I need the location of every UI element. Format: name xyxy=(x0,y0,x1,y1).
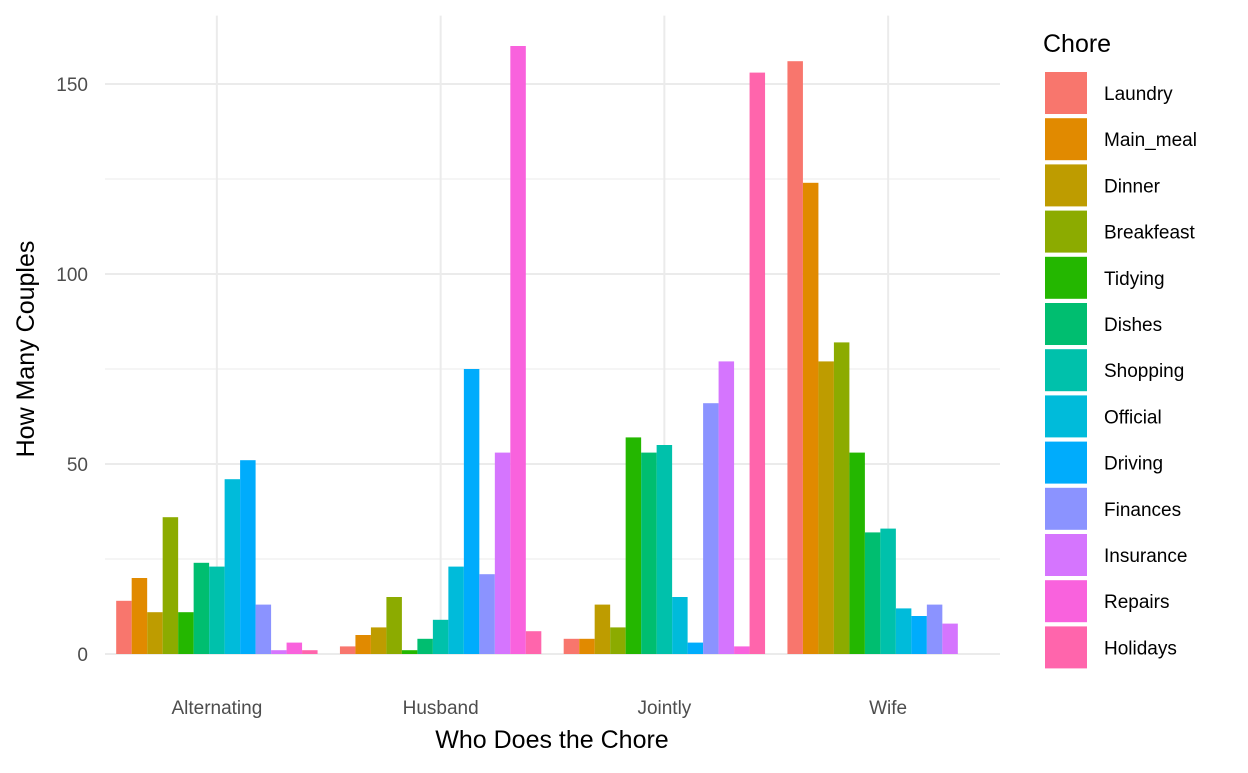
bar-official-jointly xyxy=(672,597,688,654)
legend: Chore Laundry Main_meal Dinner Breakfeast Ti… xyxy=(1043,30,1197,669)
bar-breakfeast-wife xyxy=(833,342,850,654)
legend-key-finances xyxy=(1045,487,1087,530)
legend-key-tidying xyxy=(1045,256,1087,299)
y-axis-label: How Many Couples xyxy=(12,241,40,458)
legend-label: Main_meal xyxy=(1104,130,1197,151)
legend-key-shopping xyxy=(1045,349,1087,392)
bar-main_meal-wife xyxy=(802,182,819,655)
legend-label: Insurance xyxy=(1104,546,1187,567)
bar-dishes-wife xyxy=(864,532,881,654)
bar-dinner-alternating xyxy=(147,612,163,654)
bar-repairs-alternating xyxy=(286,642,303,654)
bar-holidays-alternating xyxy=(302,650,318,654)
bar-shopping-alternating xyxy=(209,566,225,654)
legend-key-insurance xyxy=(1045,534,1087,576)
legend-key-repairs xyxy=(1045,580,1087,623)
x-tick-label: Wife xyxy=(869,698,907,719)
bar-tidying-husband xyxy=(401,650,418,654)
bar-tidying-alternating xyxy=(178,612,194,654)
legend-label: Dinner xyxy=(1104,176,1161,197)
bar-finances-jointly xyxy=(703,403,719,654)
bar-finances-husband xyxy=(479,574,495,654)
bar-tidying-wife xyxy=(849,452,865,654)
bar-holidays-husband xyxy=(525,631,542,654)
y-tick-label: 150 xyxy=(56,75,88,96)
y-tick-label: 50 xyxy=(67,455,88,476)
legend-label: Official xyxy=(1104,407,1162,428)
bar-insurance-husband xyxy=(494,452,511,654)
bar-official-wife xyxy=(895,608,912,654)
legend-label: Holidays xyxy=(1104,638,1177,659)
x-axis-ticks: Alternating Husband Jointly Wife xyxy=(171,698,907,719)
legend-label: Laundry xyxy=(1104,84,1173,105)
bar-finances-wife xyxy=(926,604,943,654)
bar-shopping-husband xyxy=(432,619,449,654)
legend-key-breakfeast xyxy=(1045,210,1087,253)
x-tick-label: Alternating xyxy=(171,698,262,719)
y-tick-label: 100 xyxy=(56,265,88,286)
x-tick-label: Husband xyxy=(403,698,479,719)
bar-holidays-jointly xyxy=(749,72,766,655)
bar-dishes-jointly xyxy=(641,452,657,654)
legend-key-driving xyxy=(1045,441,1087,484)
bar-driving-jointly xyxy=(687,642,704,654)
legend-key-dinner xyxy=(1045,164,1087,207)
bar-driving-wife xyxy=(911,616,927,654)
bar-repairs-jointly xyxy=(734,646,750,654)
bar-dishes-husband xyxy=(417,638,433,654)
legend-key-holidays xyxy=(1045,626,1087,669)
bar-driving-alternating xyxy=(240,460,256,654)
bar-insurance-jointly xyxy=(718,361,735,654)
bar-main_meal-jointly xyxy=(579,638,595,654)
bar-official-husband xyxy=(448,566,464,654)
bar-insurance-wife xyxy=(942,623,958,654)
x-axis-label: Who Does the Chore xyxy=(435,726,668,754)
bar-repairs-husband xyxy=(510,46,526,654)
bar-breakfeast-alternating xyxy=(162,517,179,654)
legend-label: Repairs xyxy=(1104,592,1169,613)
bar-dinner-wife xyxy=(818,361,834,654)
bar-finances-alternating xyxy=(255,604,272,654)
bar-laundry-alternating xyxy=(116,600,132,654)
bar-main_meal-husband xyxy=(355,635,371,654)
legend-label: Shopping xyxy=(1104,361,1184,382)
bar-laundry-husband xyxy=(339,646,356,654)
legend-title: Chore xyxy=(1043,30,1111,58)
y-tick-label: 0 xyxy=(77,645,88,666)
legend-key-main_meal xyxy=(1045,118,1087,161)
bar-tidying-jointly xyxy=(625,437,642,654)
bar-official-alternating xyxy=(224,479,241,654)
legend-label: Driving xyxy=(1104,454,1163,475)
legend-key-dishes xyxy=(1045,303,1087,345)
legend-key-laundry xyxy=(1045,72,1087,114)
legend-label: Finances xyxy=(1104,500,1181,521)
legend-label: Breakfeast xyxy=(1104,223,1196,244)
bar-main_meal-alternating xyxy=(131,578,148,654)
bar-insurance-alternating xyxy=(271,650,287,654)
x-tick-label: Jointly xyxy=(637,698,691,719)
bar-breakfeast-jointly xyxy=(610,627,626,654)
legend-label: Dishes xyxy=(1104,315,1162,336)
bar-dishes-alternating xyxy=(193,562,210,654)
bar-laundry-wife xyxy=(787,61,803,654)
bar-laundry-jointly xyxy=(563,638,580,654)
bars xyxy=(116,46,958,655)
legend-label: Tidying xyxy=(1104,269,1165,290)
bar-breakfeast-husband xyxy=(386,597,402,654)
legend-key-official xyxy=(1045,395,1087,438)
y-axis-ticks: 0 50 100 150 xyxy=(56,75,88,666)
bar-driving-husband xyxy=(463,369,480,654)
bar-dinner-jointly xyxy=(594,604,611,654)
bar-dinner-husband xyxy=(370,627,387,654)
bar-shopping-jointly xyxy=(656,445,673,654)
bar-shopping-wife xyxy=(880,528,896,654)
